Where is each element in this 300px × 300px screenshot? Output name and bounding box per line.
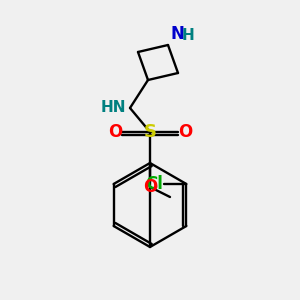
Text: O: O: [178, 123, 192, 141]
Text: O: O: [143, 178, 157, 196]
Text: N: N: [170, 25, 184, 43]
Text: HN: HN: [100, 100, 126, 116]
Text: O: O: [108, 123, 122, 141]
Text: Cl: Cl: [146, 175, 163, 193]
Text: H: H: [182, 28, 195, 43]
Text: S: S: [143, 123, 157, 141]
